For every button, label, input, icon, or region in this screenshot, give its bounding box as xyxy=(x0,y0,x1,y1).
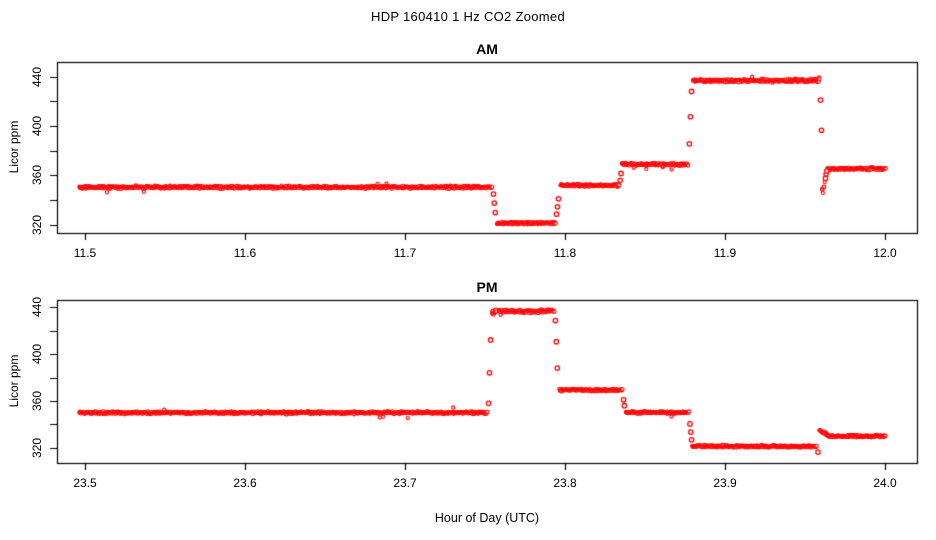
y-tick-label: 440 xyxy=(30,66,44,87)
panel-title-am: AM xyxy=(476,41,498,57)
x-axis-label: Hour of Day (UTC) xyxy=(434,511,540,525)
x-tick-label: 11.8 xyxy=(553,246,577,260)
y-tick-label: 320 xyxy=(30,214,44,235)
y-axis-label-am: Licor ppm xyxy=(7,120,21,174)
x-tick-label: 23.6 xyxy=(233,476,257,490)
x-tick-label: 11.9 xyxy=(713,246,737,260)
x-tick-label: 23.7 xyxy=(393,476,417,490)
figure-title: HDP 160410 1 Hz CO2 Zoomed xyxy=(371,9,565,24)
x-tick-label: 11.5 xyxy=(73,246,97,260)
y-axis-label-pm: Licor ppm xyxy=(7,354,21,408)
y-tick-label: 400 xyxy=(30,115,44,136)
x-tick-label: 12.0 xyxy=(873,246,897,260)
x-tick-label: 24.0 xyxy=(873,476,897,490)
y-tick-label: 320 xyxy=(30,437,44,458)
y-tick-label: 360 xyxy=(30,165,44,186)
y-tick-label: 360 xyxy=(30,390,44,411)
panel-title-pm: PM xyxy=(476,279,498,295)
x-tick-label: 23.8 xyxy=(553,476,577,490)
x-tick-label: 11.7 xyxy=(393,246,417,260)
x-tick-label: 11.6 xyxy=(233,246,257,260)
x-tick-label: 23.5 xyxy=(73,476,97,490)
y-tick-label: 440 xyxy=(30,297,44,318)
x-tick-label: 23.9 xyxy=(713,476,737,490)
y-tick-label: 400 xyxy=(30,344,44,365)
